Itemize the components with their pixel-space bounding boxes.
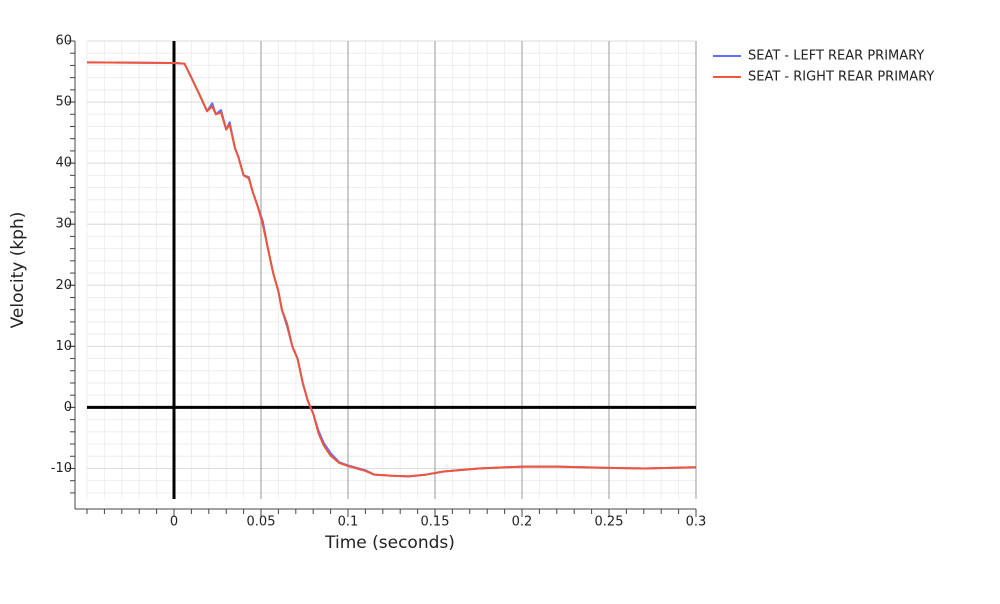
x-tick-label: 0 [170,515,178,530]
x-tick-label: 0.3 [686,515,707,530]
y-tick-label: 60 [55,34,72,49]
y-tick-label: 40 [55,156,72,171]
y-axis-title: Velocity (kph) [8,212,28,329]
legend-label: SEAT - RIGHT REAR PRIMARY [748,70,934,85]
y-tick-label: 30 [55,217,72,232]
y-tick-label: 0 [64,400,72,415]
legend-label: SEAT - LEFT REAR PRIMARY [748,49,924,64]
x-tick-label: 0.25 [595,515,624,530]
x-axis-title: Time (seconds) [324,533,455,553]
y-tick-label: 50 [55,95,72,110]
x-tick-label: 0.2 [512,515,533,530]
x-tick-label: 0.1 [338,515,359,530]
grid [67,40,697,517]
plot-lines [86,61,697,478]
x-tick-label: 0.15 [421,515,450,530]
x-tick-label: 0.05 [247,515,276,530]
y-tick-label: -10 [51,461,72,476]
series-line [86,61,697,478]
y-tick-label: 10 [55,339,72,354]
y-tick-label: 20 [55,278,72,293]
series-line [86,61,697,478]
